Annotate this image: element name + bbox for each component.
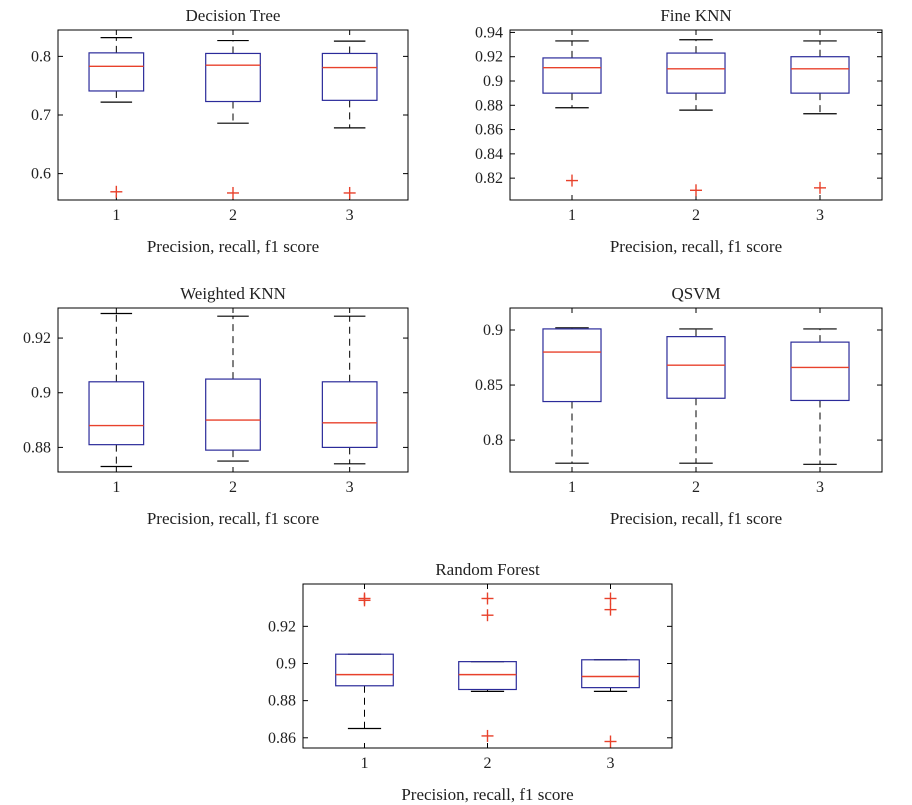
- iqr-box: [205, 52, 261, 103]
- box-2: [458, 592, 517, 742]
- x-axis-label: Precision, recall, f1 score: [147, 237, 319, 256]
- chart-title: Decision Tree: [186, 6, 281, 25]
- x-tick-label: 1: [112, 479, 120, 496]
- y-tick-label: 0.85: [475, 377, 503, 394]
- x-tick-label: 2: [229, 207, 237, 224]
- iqr-box: [666, 336, 726, 399]
- y-tick-label: 0.9: [483, 322, 503, 339]
- plot-frame: [509, 29, 883, 201]
- outlier-marker: [481, 592, 494, 605]
- outlier-marker: [604, 735, 617, 748]
- outlier-marker: [110, 185, 123, 198]
- y-tick-label: 0.88: [475, 97, 503, 114]
- iqr-box: [458, 661, 517, 691]
- chart-weighted-knn: Weighted KNN Precision, recall, f1 score 0…: [23, 284, 409, 528]
- outlier-marker: [481, 729, 494, 742]
- iqr-box: [666, 52, 726, 94]
- y-tick-label: 0.86: [268, 730, 296, 747]
- iqr-box: [88, 381, 145, 446]
- box-1: [88, 312, 145, 468]
- iqr-box: [542, 328, 602, 403]
- chart-fine-knn: Fine KNN Precision, recall, f1 score 0.82 0…: [475, 6, 883, 256]
- y-tick-label: 0.9: [483, 73, 503, 90]
- box-3: [321, 315, 378, 465]
- box-2: [205, 39, 261, 199]
- x-tick-label: 3: [816, 207, 824, 224]
- y-tick-label: 0.88: [268, 693, 296, 710]
- y-tick-label: 0.92: [475, 49, 503, 66]
- x-tick-label: 3: [346, 479, 354, 496]
- x-axis-label: Precision, recall, f1 score: [147, 509, 319, 528]
- box-1: [542, 40, 602, 187]
- box-1: [88, 37, 145, 198]
- chart-random-forest: Random Forest Precision, recall, f1 score…: [268, 560, 673, 804]
- y-tick-label: 0.82: [475, 170, 503, 187]
- y-tick-label: 0.88: [23, 439, 51, 456]
- outlier-marker: [604, 603, 617, 616]
- x-axis-label: Precision, recall, f1 score: [610, 237, 782, 256]
- box-3: [321, 40, 378, 199]
- iqr-box: [790, 56, 850, 94]
- iqr-box: [205, 378, 261, 451]
- x-tick-label: 2: [692, 207, 700, 224]
- y-tick-label: 0.92: [23, 330, 51, 347]
- chart-qsvm: QSVM Precision, recall, f1 score 0.8 0.85 0.…: [475, 284, 883, 528]
- chart-title: Random Forest: [435, 560, 540, 579]
- x-axis-label: Precision, recall, f1 score: [610, 509, 782, 528]
- outlier-marker: [604, 592, 617, 605]
- y-tick-label: 0.86: [475, 122, 503, 139]
- y-tick-label: 0.6: [31, 166, 51, 183]
- outlier-marker: [814, 181, 826, 194]
- x-tick-label: 2: [692, 479, 700, 496]
- chart-title: QSVM: [671, 284, 720, 303]
- x-tick-label: 1: [112, 207, 120, 224]
- y-tick-label: 0.84: [475, 146, 503, 163]
- outlier-marker: [358, 594, 371, 607]
- outlier-marker: [566, 174, 578, 187]
- x-tick-label: 1: [568, 479, 576, 496]
- x-tick-label: 3: [816, 479, 824, 496]
- x-tick-label: 3: [346, 207, 354, 224]
- iqr-box: [335, 653, 394, 687]
- box-1: [542, 327, 602, 464]
- box-3: [581, 592, 640, 748]
- y-tick-label: 0.9: [31, 385, 51, 402]
- iqr-box: [542, 57, 602, 94]
- box-1: [335, 592, 394, 730]
- plot-frame: [302, 583, 673, 749]
- iqr-box: [321, 52, 378, 101]
- chart-decision-tree: Decision Tree Precision, recall, f1 score…: [31, 6, 409, 256]
- box-2: [205, 315, 261, 462]
- x-axis-label: Precision, recall, f1 score: [401, 785, 573, 804]
- chart-title: Weighted KNN: [180, 284, 286, 303]
- x-tick-label: 3: [607, 755, 615, 772]
- outlier-marker: [227, 186, 239, 199]
- outlier-marker: [343, 186, 356, 199]
- y-tick-label: 0.94: [475, 24, 503, 41]
- x-tick-label: 1: [361, 755, 369, 772]
- y-tick-label: 0.92: [268, 618, 296, 635]
- x-tick-label: 1: [568, 207, 576, 224]
- iqr-box: [88, 52, 145, 92]
- box-3: [790, 328, 850, 465]
- iqr-box: [321, 381, 378, 448]
- box-2: [666, 328, 726, 464]
- chart-title: Fine KNN: [660, 6, 731, 25]
- box-3: [790, 40, 850, 194]
- y-tick-label: 0.7: [31, 107, 51, 124]
- outlier-marker: [690, 184, 702, 197]
- y-tick-label: 0.9: [276, 655, 296, 672]
- y-tick-label: 0.8: [31, 48, 51, 65]
- box-2: [666, 39, 726, 197]
- x-tick-label: 2: [484, 755, 492, 772]
- iqr-box: [581, 659, 640, 689]
- y-tick-label: 0.8: [483, 432, 503, 449]
- iqr-box: [790, 341, 850, 402]
- x-tick-label: 2: [229, 479, 237, 496]
- outlier-marker: [481, 609, 494, 622]
